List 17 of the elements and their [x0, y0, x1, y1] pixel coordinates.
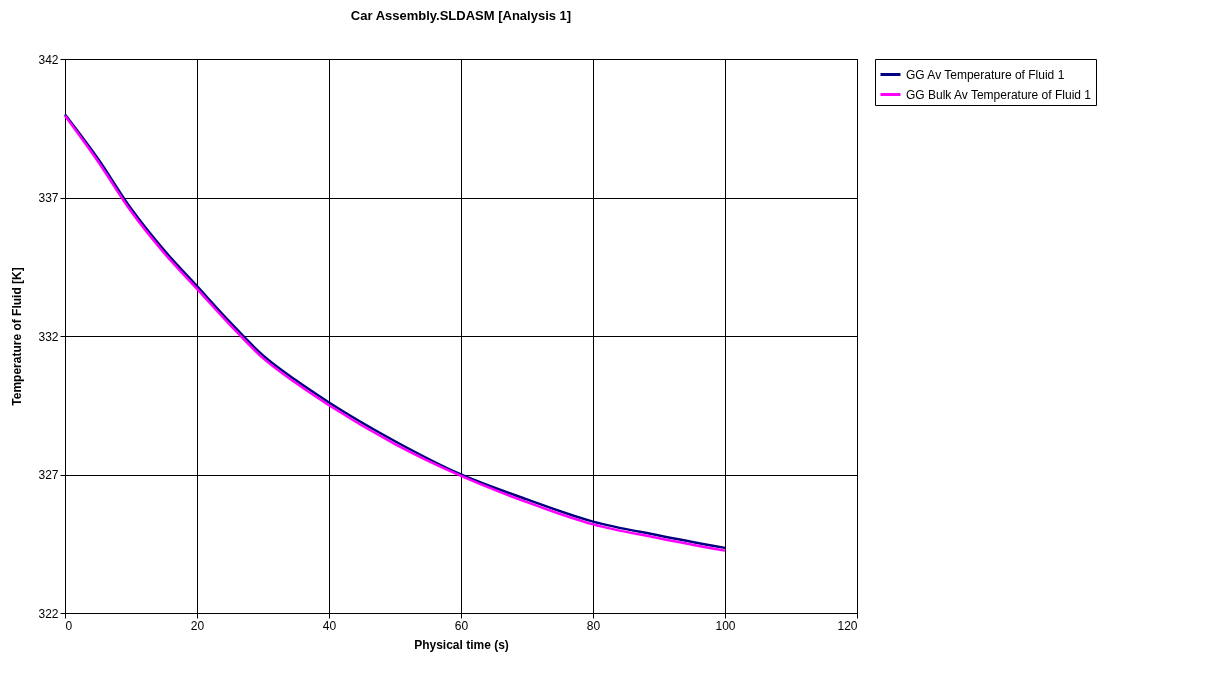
x-tick-label: 120 — [837, 618, 858, 633]
x-axis-title: Physical time (s) — [414, 637, 509, 652]
legend-label: GG Bulk Av Temperature of Fluid 1 — [906, 87, 1092, 102]
y-tick-label: 342 — [38, 52, 59, 67]
y-tick-label: 322 — [38, 606, 59, 621]
legend-label: GG Av Temperature of Fluid 1 — [906, 67, 1065, 82]
x-tick-label: 20 — [190, 618, 205, 633]
x-tick-label: 0 — [65, 618, 73, 633]
x-tick-label: 80 — [586, 618, 601, 633]
y-axis-title: Temperature of Fluid [K] — [10, 267, 25, 406]
y-tick-label: 332 — [38, 329, 59, 344]
x-tick-label: 100 — [715, 618, 736, 633]
y-tick-label: 337 — [38, 191, 59, 205]
x-tick-label: 40 — [322, 618, 337, 633]
y-tick-label: 327 — [38, 468, 59, 482]
x-tick-label: 60 — [454, 618, 469, 633]
chart-title: Car Assembly.SLDASM [Analysis 1] — [350, 8, 572, 23]
